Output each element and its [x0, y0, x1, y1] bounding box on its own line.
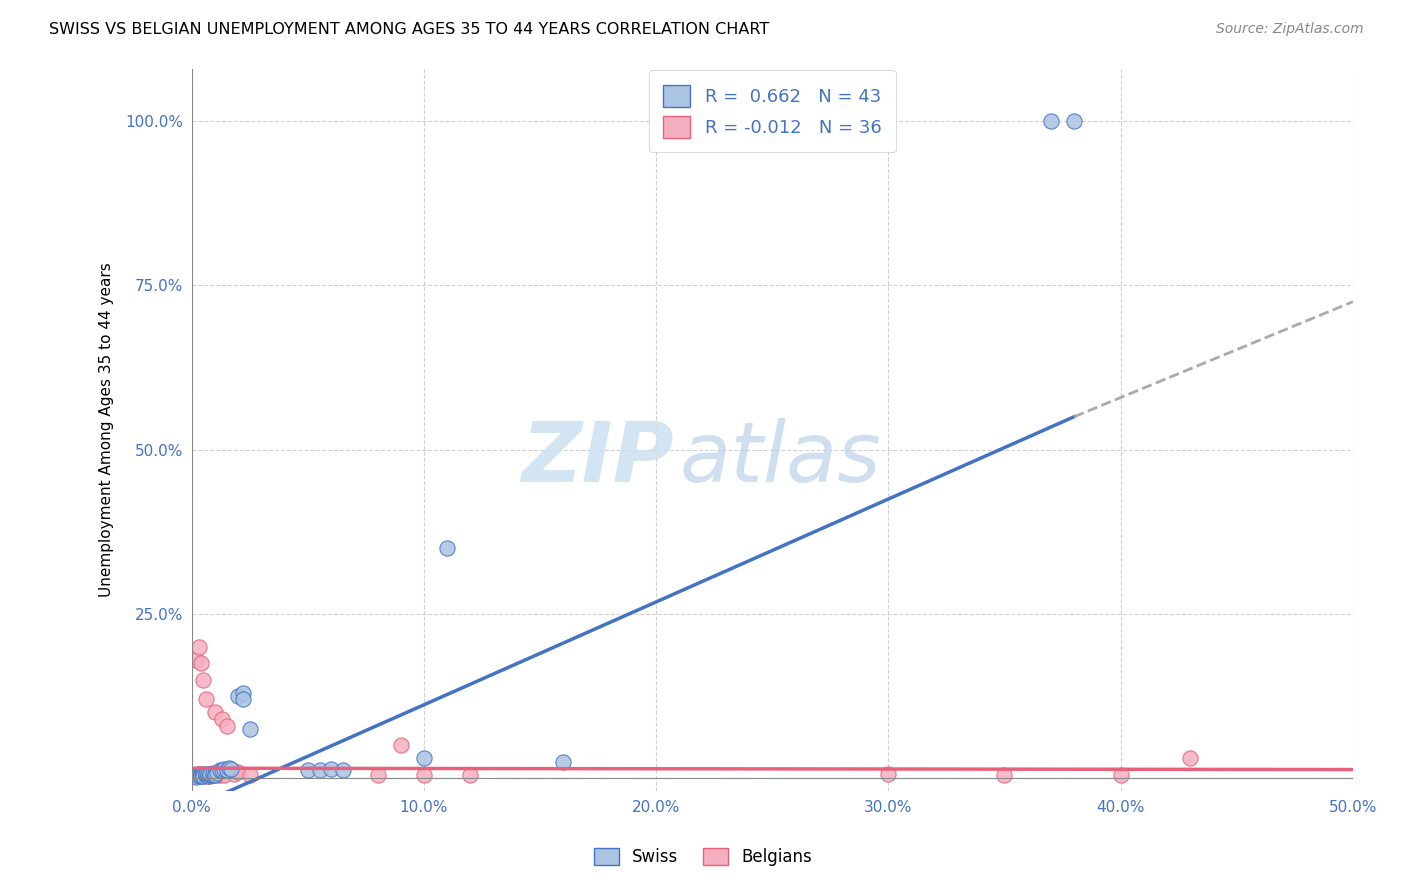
- Point: [204, 768, 226, 782]
- Point: [207, 766, 229, 780]
- Point: [197, 767, 219, 781]
- Point: [194, 768, 217, 782]
- Point: [187, 768, 209, 782]
- Point: [183, 768, 205, 782]
- Point: [413, 751, 436, 765]
- Point: [877, 767, 900, 781]
- Point: [193, 768, 215, 782]
- Point: [194, 768, 217, 782]
- Point: [207, 768, 229, 782]
- Point: [194, 768, 217, 782]
- Point: [219, 762, 242, 776]
- Point: [183, 769, 205, 783]
- Point: [215, 763, 238, 777]
- Point: [187, 640, 209, 654]
- Point: [197, 768, 219, 782]
- Point: [222, 767, 245, 781]
- Y-axis label: Unemployment Among Ages 35 to 44 years: Unemployment Among Ages 35 to 44 years: [100, 262, 114, 598]
- Point: [211, 763, 233, 777]
- Point: [187, 769, 209, 783]
- Point: [239, 722, 262, 736]
- Point: [194, 767, 217, 781]
- Point: [190, 656, 212, 670]
- Legend: Swiss, Belgians: Swiss, Belgians: [585, 840, 821, 875]
- Point: [190, 768, 212, 782]
- Point: [1109, 768, 1132, 782]
- Point: [297, 763, 319, 777]
- Text: atlas: atlas: [679, 418, 882, 500]
- Point: [232, 692, 254, 706]
- Point: [183, 769, 205, 783]
- Point: [218, 761, 240, 775]
- Point: [460, 768, 482, 782]
- Point: [553, 755, 575, 769]
- Point: [226, 689, 249, 703]
- Point: [367, 768, 389, 782]
- Point: [193, 769, 215, 783]
- Point: [239, 768, 262, 782]
- Point: [187, 767, 209, 781]
- Point: [194, 692, 217, 706]
- Point: [215, 718, 238, 732]
- Point: [186, 768, 208, 782]
- Point: [190, 769, 212, 783]
- Point: [436, 541, 458, 556]
- Point: [208, 763, 231, 777]
- Point: [321, 762, 343, 776]
- Point: [332, 763, 354, 777]
- Text: ZIP: ZIP: [522, 418, 673, 500]
- Point: [214, 768, 236, 782]
- Point: [190, 768, 212, 782]
- Point: [204, 706, 226, 720]
- Point: [232, 686, 254, 700]
- Legend: R =  0.662   N = 43, R = -0.012   N = 36: R = 0.662 N = 43, R = -0.012 N = 36: [648, 70, 896, 153]
- Point: [201, 768, 224, 782]
- Point: [993, 768, 1015, 782]
- Point: [187, 767, 209, 781]
- Point: [1039, 114, 1062, 128]
- Point: [200, 767, 222, 781]
- Point: [197, 769, 219, 783]
- Point: [201, 768, 224, 782]
- Point: [200, 768, 222, 782]
- Point: [389, 738, 412, 752]
- Point: [186, 768, 208, 782]
- Point: [204, 767, 226, 781]
- Point: [197, 768, 219, 782]
- Point: [226, 764, 249, 779]
- Point: [193, 769, 215, 783]
- Point: [193, 673, 215, 687]
- Point: [413, 768, 436, 782]
- Point: [204, 767, 226, 781]
- Point: [201, 768, 224, 782]
- Point: [200, 769, 222, 783]
- Point: [1180, 751, 1202, 765]
- Text: Source: ZipAtlas.com: Source: ZipAtlas.com: [1216, 22, 1364, 37]
- Point: [200, 768, 222, 782]
- Text: SWISS VS BELGIAN UNEMPLOYMENT AMONG AGES 35 TO 44 YEARS CORRELATION CHART: SWISS VS BELGIAN UNEMPLOYMENT AMONG AGES…: [49, 22, 769, 37]
- Point: [186, 653, 208, 667]
- Point: [208, 768, 231, 782]
- Point: [211, 712, 233, 726]
- Point: [201, 766, 224, 780]
- Point: [1063, 114, 1085, 128]
- Point: [214, 762, 236, 776]
- Point: [197, 769, 219, 783]
- Point: [308, 763, 330, 777]
- Point: [186, 770, 208, 784]
- Point: [193, 767, 215, 781]
